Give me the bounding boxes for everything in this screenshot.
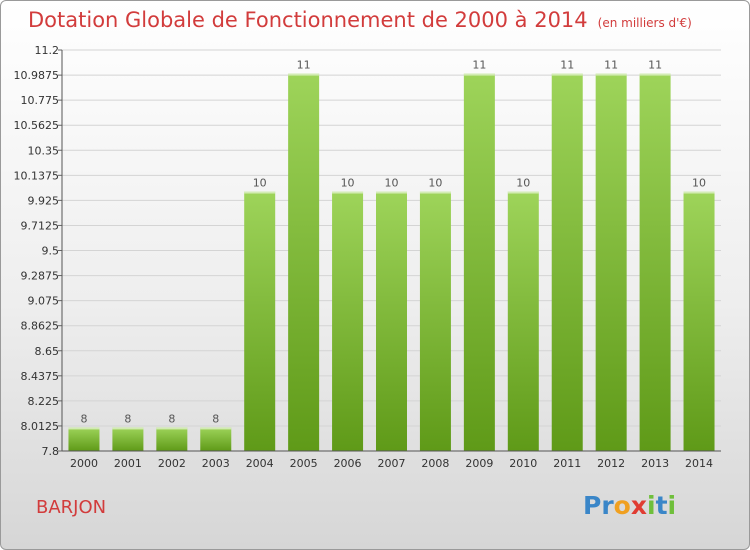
bar-highlight [112, 427, 144, 430]
bar-value-label: 10 [341, 177, 355, 190]
x-tick-label: 2003 [202, 457, 230, 470]
bar-highlight [332, 191, 364, 194]
bar-highlight [200, 427, 232, 430]
x-tick-label: 2001 [114, 457, 142, 470]
bar-value-label: 11 [604, 59, 618, 72]
y-tick-label: 10.35 [28, 144, 60, 157]
y-tick-label: 7.8 [42, 445, 60, 458]
bar [288, 73, 320, 452]
bar-highlight [68, 427, 100, 430]
bar-value-label: 11 [472, 59, 486, 72]
x-tick-label: 2010 [509, 457, 537, 470]
bar-value-label: 11 [560, 59, 574, 72]
bar [419, 191, 451, 451]
bar-highlight [419, 191, 451, 194]
bar-highlight [551, 73, 583, 76]
chart-title: Dotation Globale de Fonctionnement de 20… [28, 8, 692, 32]
bar-highlight [507, 191, 539, 194]
x-tick-label: 2013 [641, 457, 669, 470]
x-tick-label: 2002 [158, 457, 186, 470]
bar-highlight [463, 73, 495, 76]
y-tick-label: 8.65 [35, 345, 60, 358]
bar-value-label: 8 [124, 412, 131, 425]
bar-highlight [156, 427, 188, 430]
bar-value-label: 8 [212, 412, 219, 425]
x-tick-label: 2005 [290, 457, 318, 470]
bar-highlight [639, 73, 671, 76]
bar [376, 191, 407, 451]
logo-letter: P [583, 491, 602, 520]
y-tick-label: 9.7125 [21, 219, 60, 232]
x-tick-label: 2011 [553, 457, 581, 470]
y-tick-label: 10.9875 [14, 69, 60, 82]
logo-letter: i [667, 491, 677, 520]
y-tick-label: 9.925 [28, 194, 60, 207]
y-tick-label: 11.2 [35, 44, 60, 57]
bar [332, 191, 364, 451]
y-tick-label: 9.5 [42, 245, 60, 258]
chart-unit: (en milliers d'€) [597, 16, 692, 30]
y-tick-label: 9.2875 [21, 270, 60, 283]
bar-highlight [244, 191, 276, 194]
y-tick-label: 8.8625 [21, 320, 60, 333]
y-tick-label: 9.075 [28, 295, 60, 308]
bar-value-label: 10 [385, 177, 399, 190]
y-tick-label: 10.775 [21, 94, 60, 107]
bar-value-label: 10 [253, 177, 267, 190]
logo-letter: r [601, 491, 614, 520]
bar-highlight [376, 191, 407, 194]
logo-letter: i [647, 491, 656, 520]
bar-highlight [288, 73, 320, 76]
x-tick-label: 2007 [378, 457, 406, 470]
bar-highlight [683, 191, 715, 194]
bar [595, 73, 627, 452]
bar-value-label: 11 [648, 59, 662, 72]
x-tick-label: 2009 [465, 457, 493, 470]
logo-letter: x [630, 491, 647, 520]
y-tick-label: 8.4375 [21, 370, 60, 383]
y-tick-label: 10.5625 [14, 119, 60, 132]
bar-value-label: 8 [80, 412, 87, 425]
x-tick-label: 2006 [334, 457, 362, 470]
y-tick-label: 8.225 [28, 395, 60, 408]
x-tick-label: 2004 [246, 457, 274, 470]
bar [156, 427, 188, 451]
bar [551, 73, 583, 452]
x-tick-label: 2012 [597, 457, 625, 470]
bar-value-label: 10 [428, 177, 442, 190]
bar [68, 427, 100, 451]
x-tick-label: 2008 [421, 457, 449, 470]
bar-highlight [595, 73, 627, 76]
bar-value-label: 11 [297, 59, 311, 72]
bar-value-label: 10 [516, 177, 530, 190]
bar [200, 427, 232, 451]
bar [463, 73, 495, 452]
y-tick-label: 10.1375 [14, 169, 60, 182]
bar [639, 73, 671, 452]
bar [507, 191, 539, 451]
proxiti-logo: Proxiti [583, 491, 676, 520]
logo-letter: t [655, 491, 668, 520]
y-tick-label: 8.0125 [21, 420, 60, 433]
x-tick-label: 2014 [685, 457, 713, 470]
bar-value-label: 10 [692, 177, 706, 190]
bar-value-label: 8 [168, 412, 175, 425]
bar [112, 427, 144, 451]
logo-letter: o [613, 491, 631, 520]
bar [683, 191, 715, 451]
commune-name: BARJON [36, 497, 107, 518]
chart-title-text: Dotation Globale de Fonctionnement de 20… [28, 8, 588, 32]
x-tick-label: 2000 [70, 457, 98, 470]
bar [244, 191, 276, 451]
